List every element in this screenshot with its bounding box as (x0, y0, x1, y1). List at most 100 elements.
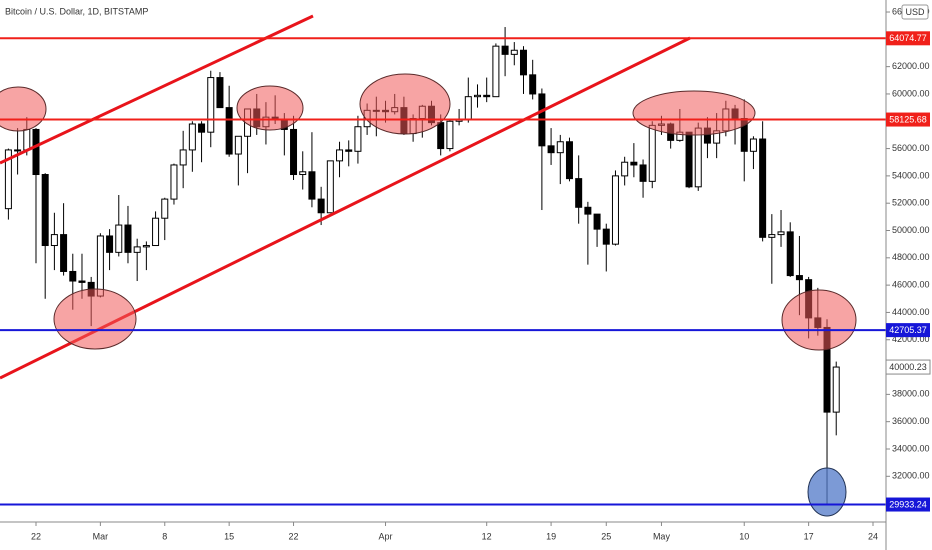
candle-body (584, 206, 592, 215)
candle-body (492, 45, 500, 98)
x-tick-label: 10 (739, 531, 749, 541)
candle-body (115, 224, 123, 253)
highlight-ellipse (236, 85, 304, 131)
x-tick-label: 24 (868, 531, 878, 541)
highlight-ellipse (53, 288, 137, 350)
candle-body (290, 128, 298, 176)
x-tick-label: Apr (379, 531, 393, 541)
candle-body (207, 77, 215, 133)
candle-body (23, 128, 31, 151)
candle-body (50, 234, 58, 247)
candle-body (630, 161, 638, 166)
candle-body (308, 171, 316, 200)
candle-body (69, 270, 77, 282)
candle-body (575, 178, 583, 208)
currency-badge[interactable] (901, 4, 929, 20)
candle-body (78, 280, 86, 283)
candle-body (225, 107, 233, 155)
candle-body (602, 228, 610, 245)
candle-body (60, 234, 68, 272)
candle-body (234, 135, 242, 155)
candle-body (354, 126, 362, 152)
currency-label[interactable]: USD (905, 7, 925, 17)
x-tick-label: 19 (546, 531, 556, 541)
y-tick-label: 46000.00 (892, 280, 930, 290)
candle-body (106, 235, 114, 253)
y-tick-label: 32000.00 (892, 471, 930, 481)
chart-title: Bitcoin / U.S. Dollar, 1D, BITSTAMP (5, 6, 148, 16)
candle-body (437, 122, 445, 150)
trend-line (0, 14, 314, 165)
y-tick-label: 38000.00 (892, 389, 930, 399)
candle-body (161, 198, 169, 219)
y-tick-label: 36000.00 (892, 416, 930, 426)
x-tick-label: May (653, 531, 671, 541)
candle-body (317, 198, 325, 214)
last-price-label: 40000.23 (889, 362, 927, 372)
x-tick-label: 12 (482, 531, 492, 541)
level-label: 58125.68 (889, 114, 927, 124)
candle-body (795, 275, 803, 281)
level-label: 29933.24 (889, 499, 927, 509)
y-tick-label: 54000.00 (892, 170, 930, 180)
candle-body (501, 45, 509, 55)
candle-body (777, 231, 785, 236)
candle-body (299, 171, 307, 176)
candle-body (41, 174, 49, 247)
highlight-ellipse (807, 467, 847, 517)
candle-body (749, 138, 757, 152)
candle-body (786, 231, 794, 277)
candle-body (32, 128, 40, 176)
x-tick-label: 25 (601, 531, 611, 541)
candle-body (473, 94, 481, 98)
candle-body (133, 246, 141, 253)
level-label: 42705.37 (889, 325, 927, 335)
candle-body (14, 149, 22, 152)
candle-body (529, 74, 537, 95)
y-tick-label: 52000.00 (892, 198, 930, 208)
candle-body (648, 124, 656, 182)
drawings (0, 14, 857, 517)
y-tick-label: 34000.00 (892, 443, 930, 453)
levels (0, 37, 886, 506)
candle-body (483, 94, 491, 98)
candle-body (510, 49, 518, 55)
x-tick-label: 22 (289, 531, 299, 541)
candle-body (694, 127, 702, 188)
candle-body (446, 120, 454, 150)
axis: 32000.00 34000.00 36000.00 38000.00 42000.00… (31, 6, 931, 541)
candle-body (170, 164, 178, 200)
x-tick-label: 15 (224, 531, 234, 541)
candle-body (336, 149, 344, 162)
candle-body (621, 161, 629, 177)
candle-body (685, 131, 693, 188)
candle-body (96, 235, 104, 297)
candle-body (639, 164, 647, 182)
candle-body (464, 96, 472, 121)
candle-body (198, 123, 206, 133)
level-label: 64074.77 (889, 33, 927, 43)
candle-body (768, 234, 776, 238)
candle-body (326, 160, 334, 214)
candle-body (519, 49, 527, 76)
y-tick-label: 48000.00 (892, 252, 930, 262)
candle-body (556, 141, 564, 154)
x-tick-label: 17 (804, 531, 814, 541)
candle-body (142, 245, 150, 248)
x-tick-label: 22 (31, 531, 41, 541)
candle-body (179, 149, 187, 166)
candle-body (565, 141, 573, 180)
level-label-box (886, 31, 930, 46)
level-label-box (886, 497, 930, 512)
level-label-box (886, 323, 930, 338)
x-tick-label: 8 (162, 531, 167, 541)
y-tick-label: 50000.00 (892, 225, 930, 235)
level-label-box (886, 112, 930, 127)
highlight-ellipse (781, 289, 857, 351)
y-tick-label: 56000.00 (892, 143, 930, 153)
candle-body (547, 145, 555, 154)
y-tick-label: 62000.00 (892, 61, 930, 71)
candle-body (611, 175, 619, 245)
x-tick-label: Mar (93, 531, 109, 541)
candle-body (832, 366, 840, 413)
